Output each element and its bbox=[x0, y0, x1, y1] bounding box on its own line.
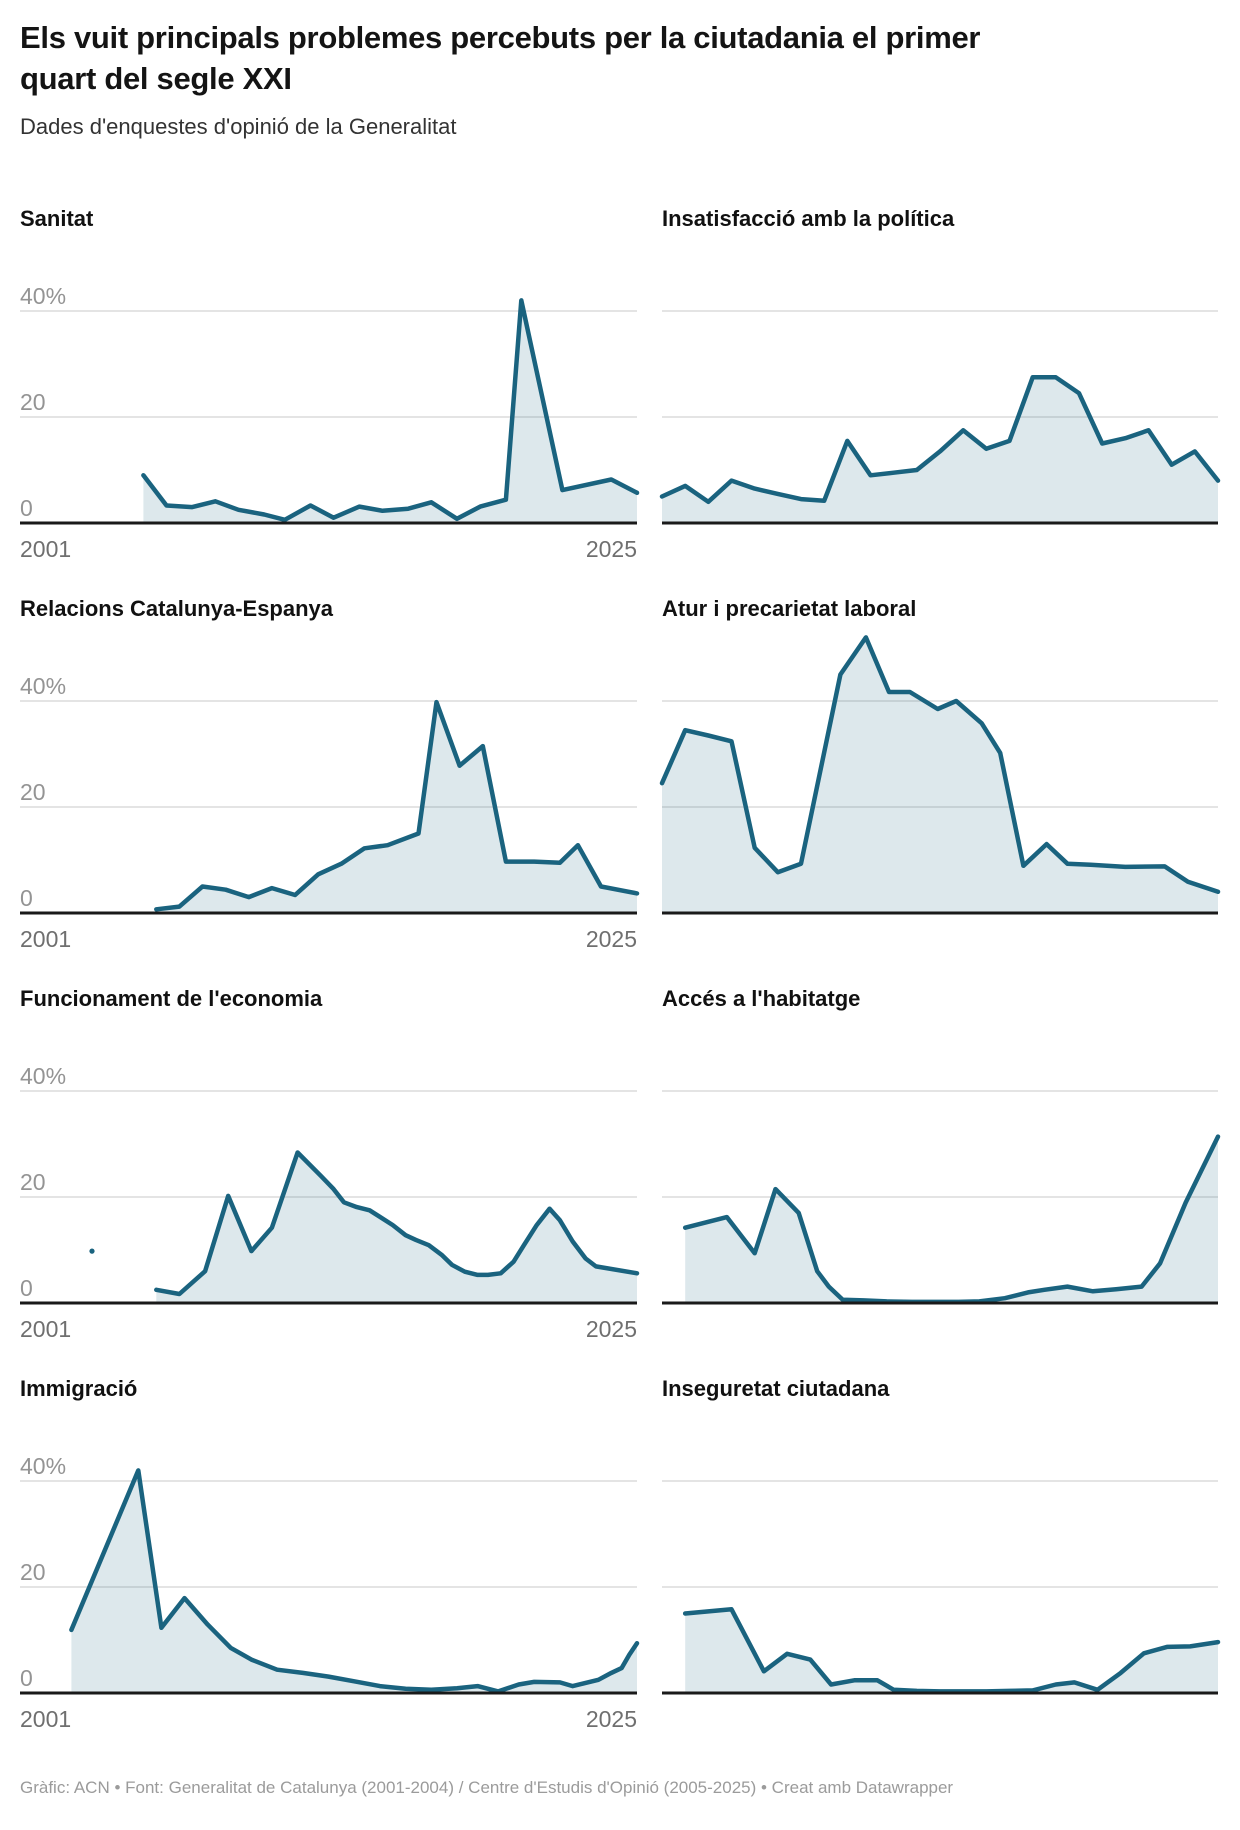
trend-line bbox=[69, 1467, 640, 1694]
y-axis-label-20: 20 bbox=[20, 1559, 46, 1585]
trend-line bbox=[141, 297, 640, 522]
trend-line bbox=[154, 1150, 640, 1297]
chart-plot-area bbox=[662, 1480, 1221, 1695]
x-axis-label-2025: 2025 bbox=[586, 926, 637, 952]
x-axis-label-2001: 2001 bbox=[20, 536, 71, 562]
chart-panel-6: Accés a l'habitatge bbox=[662, 972, 1221, 1362]
chart-plot-area bbox=[662, 1090, 1221, 1305]
isolated-data-point bbox=[89, 1248, 95, 1254]
y-axis-label-0: 0 bbox=[20, 495, 33, 521]
y-axis-label-40: 40% bbox=[20, 673, 66, 699]
page-subtitle: Dades d'enquestes d'opinió de la General… bbox=[20, 113, 457, 139]
chart-panel-2: Insatisfacció amb la política bbox=[659, 192, 1221, 582]
area-fill bbox=[662, 637, 1218, 913]
area-fill bbox=[685, 1136, 1218, 1303]
chart-panel-title: Inseguretat ciutadana bbox=[662, 1375, 890, 1401]
y-axis-label-20: 20 bbox=[20, 1169, 46, 1195]
page-title: Els vuit principals problemes percebuts … bbox=[20, 20, 981, 96]
chart-panel-title: Accés a l'habitatge bbox=[662, 985, 861, 1011]
y-axis-label-0: 0 bbox=[20, 885, 33, 911]
y-axis-label-40: 40% bbox=[20, 1453, 66, 1479]
trend-line bbox=[659, 374, 1221, 504]
chart-panel-5: Funcionament de l'economia 40% 20 0 2001 2025 bbox=[20, 972, 640, 1362]
y-axis-label-40: 40% bbox=[20, 283, 66, 309]
chart-panel-3: Relacions Catalunya-Espanya 40% 20 0 2001 202… bbox=[20, 582, 640, 972]
y-axis-label-0: 0 bbox=[20, 1275, 33, 1301]
x-axis-label-2001: 2001 bbox=[20, 1706, 71, 1732]
trend-line bbox=[659, 634, 1221, 894]
chart-panel-1: Sanitat 40% 20 0 2001 2025 bbox=[20, 192, 640, 582]
x-axis-label-2001: 2001 bbox=[20, 1316, 71, 1342]
y-axis-label-20: 20 bbox=[20, 389, 46, 415]
chart-plot-area: 40% 20 0 2001 2025 bbox=[20, 1453, 640, 1732]
chart-panel-title: Sanitat bbox=[20, 205, 94, 231]
x-axis-label-2001: 2001 bbox=[20, 926, 71, 952]
chart-panel-title: Insatisfacció amb la política bbox=[662, 205, 955, 231]
area-fill bbox=[143, 300, 637, 523]
chart-plot-area bbox=[659, 310, 1221, 525]
chart-plot-area: 40% 20 0 2001 2025 bbox=[20, 283, 640, 562]
x-axis-label-2025: 2025 bbox=[586, 1316, 637, 1342]
area-fill bbox=[156, 1152, 638, 1303]
y-axis-label-40: 40% bbox=[20, 1063, 66, 1089]
small-multiples-grid: Sanitat 40% 20 0 2001 2025 Insatisfacció amb l… bbox=[20, 192, 1221, 1752]
chart-plot-area: 40% 20 0 2001 2025 bbox=[20, 673, 640, 952]
chart-plot-area bbox=[659, 634, 1221, 915]
x-axis-label-2025: 2025 bbox=[586, 536, 637, 562]
area-fill bbox=[685, 1609, 1218, 1693]
y-axis-label-0: 0 bbox=[20, 1665, 33, 1691]
area-fill bbox=[662, 377, 1218, 523]
trend-line bbox=[154, 699, 640, 912]
chart-panel-8: Inseguretat ciutadana bbox=[662, 1362, 1221, 1752]
chart-panel-title: Relacions Catalunya-Espanya bbox=[20, 595, 334, 621]
chart-plot-area: 40% 20 0 2001 2025 bbox=[20, 1063, 640, 1342]
trend-line bbox=[682, 1606, 1221, 1694]
chart-footer-credit: Gràfic: ACN • Font: Generalitat de Catal… bbox=[20, 1777, 954, 1797]
chart-panel-title: Funcionament de l'economia bbox=[20, 985, 323, 1011]
chart-header: Els vuit principals problemes percebuts … bbox=[20, 18, 1218, 140]
area-fill bbox=[71, 1470, 637, 1693]
chart-panel-4: Atur i precarietat laboral bbox=[659, 582, 1221, 972]
chart-panel-7: Immigració 40% 20 0 2001 2025 bbox=[20, 1362, 640, 1752]
x-axis-label-2025: 2025 bbox=[586, 1706, 637, 1732]
chart-panel-title: Immigració bbox=[20, 1375, 138, 1401]
chart-panel-title: Atur i precarietat laboral bbox=[662, 595, 917, 621]
y-axis-label-20: 20 bbox=[20, 779, 46, 805]
area-fill bbox=[156, 701, 638, 913]
